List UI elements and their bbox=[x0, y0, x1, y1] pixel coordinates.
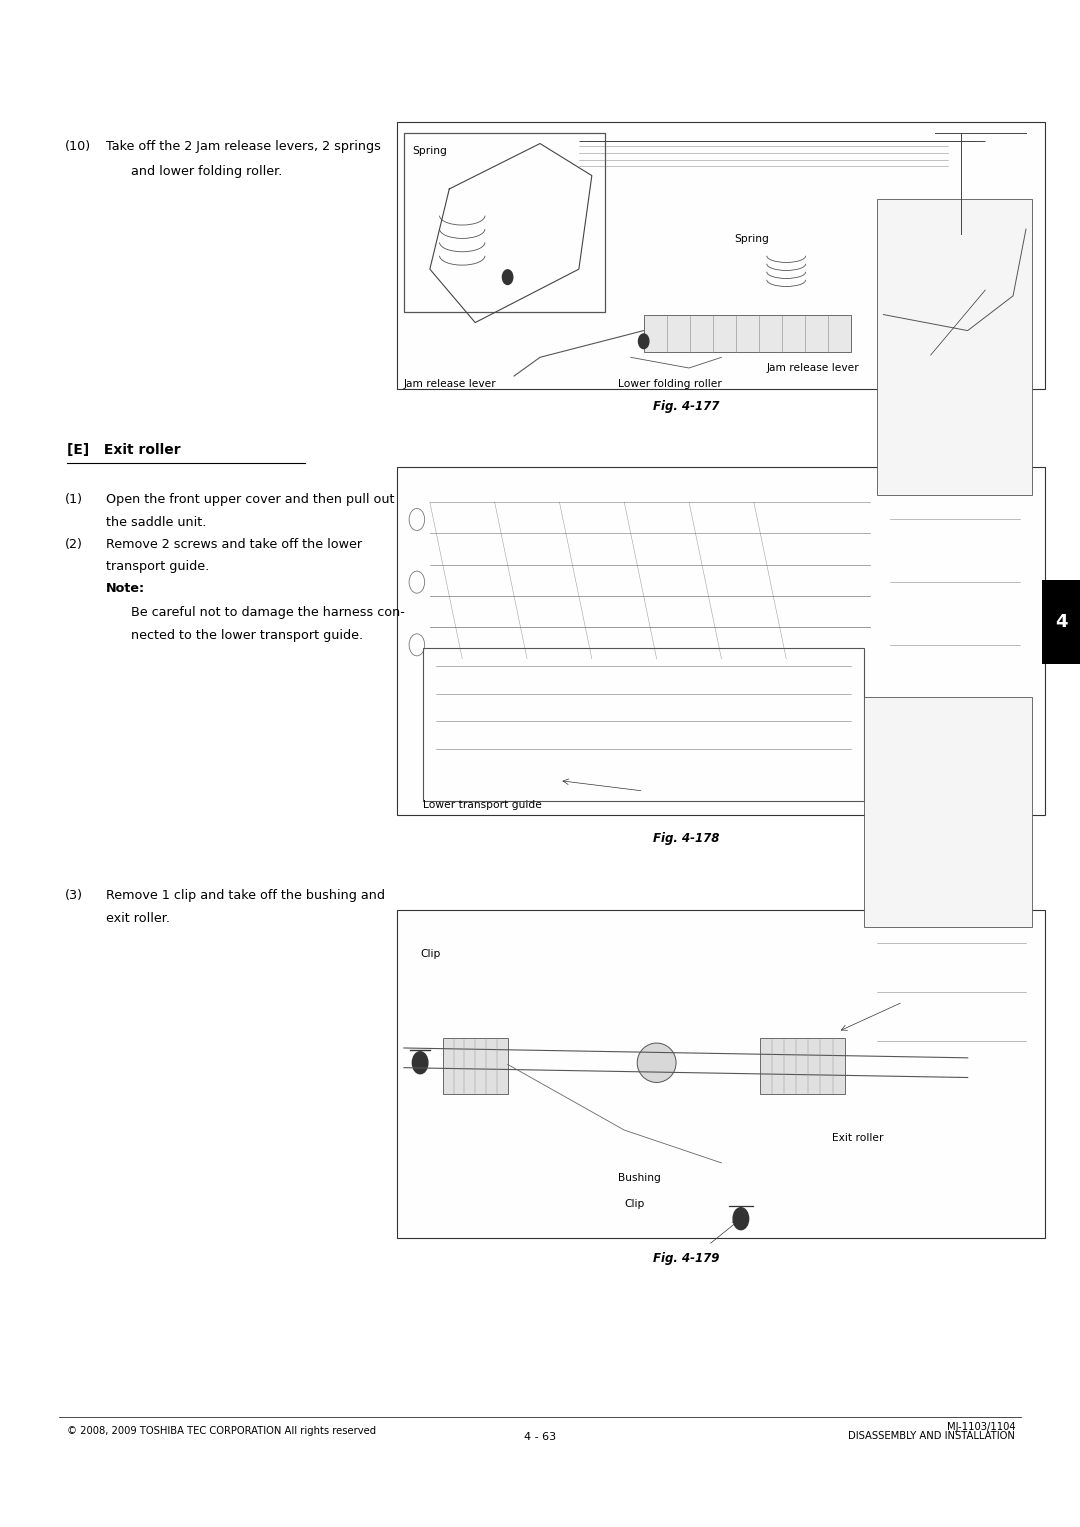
Bar bbox=[397, 122, 1045, 389]
Text: Lower transport guide: Lower transport guide bbox=[423, 800, 542, 809]
Bar bbox=[864, 696, 1032, 927]
Text: the saddle unit.: the saddle unit. bbox=[106, 516, 206, 530]
Text: Open the front upper cover and then pull out: Open the front upper cover and then pull… bbox=[106, 493, 394, 507]
Text: Clip: Clip bbox=[624, 1199, 645, 1209]
Bar bbox=[404, 133, 605, 312]
Text: Take off the 2 Jam release levers, 2 springs: Take off the 2 Jam release levers, 2 spr… bbox=[106, 140, 381, 154]
Text: 4: 4 bbox=[1055, 614, 1067, 631]
Text: [E]   Exit roller: [E] Exit roller bbox=[67, 443, 180, 457]
Text: Exit roller: Exit roller bbox=[832, 1133, 883, 1144]
Ellipse shape bbox=[637, 1043, 676, 1083]
Circle shape bbox=[962, 229, 973, 244]
Text: © 2008, 2009 TOSHIBA TEC CORPORATION All rights reserved: © 2008, 2009 TOSHIBA TEC CORPORATION All… bbox=[67, 1426, 376, 1437]
Text: and lower folding roller.: and lower folding roller. bbox=[131, 165, 282, 179]
Circle shape bbox=[413, 1052, 428, 1073]
Text: nected to the lower transport guide.: nected to the lower transport guide. bbox=[131, 629, 363, 643]
Circle shape bbox=[733, 1208, 748, 1229]
Text: Jam release lever: Jam release lever bbox=[404, 379, 497, 389]
Circle shape bbox=[502, 270, 513, 284]
Text: MJ-1103/1104: MJ-1103/1104 bbox=[946, 1422, 1015, 1432]
Text: Fig. 4-179: Fig. 4-179 bbox=[652, 1252, 719, 1266]
Circle shape bbox=[878, 315, 889, 330]
Bar bbox=[644, 315, 851, 353]
Text: Spring: Spring bbox=[734, 234, 769, 244]
Text: (2): (2) bbox=[65, 538, 83, 551]
Text: Bushing: Bushing bbox=[618, 1173, 661, 1183]
Text: Clip: Clip bbox=[420, 950, 441, 959]
Text: transport guide.: transport guide. bbox=[106, 560, 210, 574]
Text: Fig. 4-178: Fig. 4-178 bbox=[652, 832, 719, 846]
Text: Jam release lever: Jam release lever bbox=[767, 363, 860, 373]
Bar bbox=[443, 1038, 508, 1093]
Text: (10): (10) bbox=[65, 140, 91, 154]
Text: Fig. 4-177: Fig. 4-177 bbox=[652, 400, 719, 414]
Text: (1): (1) bbox=[65, 493, 83, 507]
Bar bbox=[877, 199, 1032, 495]
Text: Spring: Spring bbox=[413, 147, 447, 156]
Bar bbox=[1042, 580, 1080, 664]
Bar bbox=[397, 467, 1045, 815]
Bar bbox=[423, 649, 864, 802]
Text: Remove 1 clip and take off the bushing and: Remove 1 clip and take off the bushing a… bbox=[106, 889, 384, 902]
Text: Remove 2 screws and take off the lower: Remove 2 screws and take off the lower bbox=[106, 538, 362, 551]
Text: Note:: Note: bbox=[106, 582, 145, 596]
Bar bbox=[397, 910, 1045, 1238]
Bar bbox=[760, 1038, 845, 1093]
Text: 4 - 63: 4 - 63 bbox=[524, 1432, 556, 1443]
Text: Be careful not to damage the harness con-: Be careful not to damage the harness con… bbox=[131, 606, 405, 620]
Text: Lower folding roller: Lower folding roller bbox=[618, 379, 721, 389]
Text: exit roller.: exit roller. bbox=[106, 912, 170, 925]
Text: (3): (3) bbox=[65, 889, 83, 902]
Circle shape bbox=[638, 334, 649, 348]
Text: DISASSEMBLY AND INSTALLATION: DISASSEMBLY AND INSTALLATION bbox=[848, 1431, 1015, 1441]
